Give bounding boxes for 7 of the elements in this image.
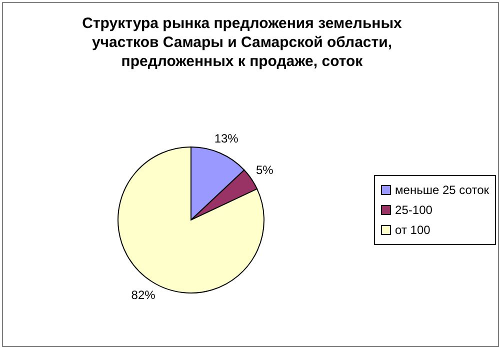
chart-title: Структура рынка предложения земельных участков Самары и Самарской области, предложенных к продаже, соток [81, 14, 403, 71]
legend-label: 25-100 [395, 202, 432, 219]
data-label: 5% [256, 162, 274, 177]
legend-label: от 100 [395, 222, 430, 239]
data-label: 13% [214, 131, 239, 146]
data-label: 82% [131, 288, 156, 302]
legend-label: меньше 25 соток [395, 182, 489, 199]
